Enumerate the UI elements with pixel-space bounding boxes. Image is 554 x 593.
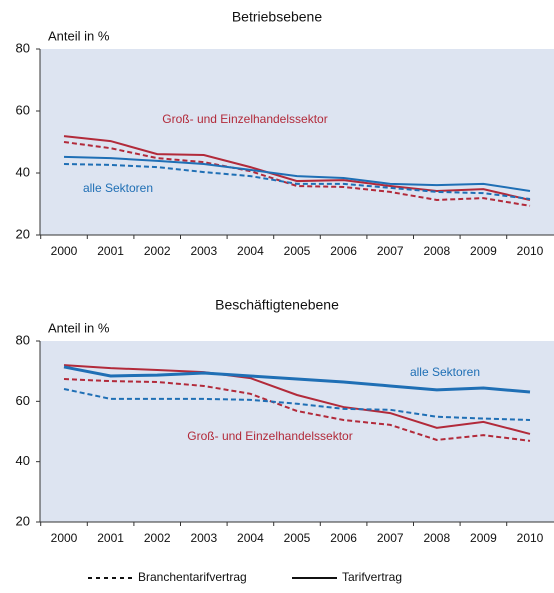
x-tick-label: 2009 [470, 531, 497, 545]
x-tick-label: 2010 [517, 531, 544, 545]
x-tick-label: 2005 [284, 244, 311, 258]
y-tick-label: 60 [16, 102, 30, 117]
annotation: Groß- und Einzelhandelssektor [187, 429, 352, 443]
x-tick-label: 2004 [237, 531, 264, 545]
chart-title: Beschäftigtenebene [215, 297, 339, 313]
legend-label: Branchentarifvertrag [138, 570, 247, 584]
x-tick-label: 2010 [517, 244, 544, 258]
x-tick-label: 2000 [51, 531, 78, 545]
y-axis-label: Anteil in % [48, 28, 110, 43]
plot-area [40, 49, 554, 235]
x-tick-label: 2003 [190, 244, 217, 258]
series-line [63, 135, 531, 201]
y-tick-label: 40 [16, 164, 30, 179]
annotation: alle Sektoren [83, 181, 153, 195]
x-tick-label: 2006 [330, 244, 357, 258]
x-tick-label: 2000 [51, 244, 78, 258]
series-line [63, 141, 531, 207]
x-tick-label: 2001 [97, 244, 124, 258]
series-line [63, 163, 531, 201]
series-line [63, 365, 531, 394]
x-tick-label: 2009 [470, 244, 497, 258]
x-tick-label: 2004 [237, 244, 264, 258]
series-line [63, 378, 531, 442]
x-tick-label: 2008 [423, 244, 450, 258]
x-tick-label: 2005 [284, 531, 311, 545]
y-tick-label: 80 [16, 40, 30, 55]
x-tick-label: 2001 [97, 531, 124, 545]
x-tick-label: 2007 [377, 244, 404, 258]
x-tick-label: 2008 [423, 531, 450, 545]
chart-title: Betriebsebene [232, 9, 323, 25]
plot-area [40, 341, 554, 522]
annotation: alle Sektoren [410, 365, 480, 379]
y-axis-label: Anteil in % [48, 320, 110, 335]
y-tick-label: 80 [16, 332, 30, 347]
x-tick-label: 2006 [330, 531, 357, 545]
x-tick-label: 2002 [144, 531, 171, 545]
series-line [63, 387, 531, 422]
x-tick-label: 2002 [144, 244, 171, 258]
legend-label: Tarifvertrag [342, 570, 402, 584]
y-tick-label: 60 [16, 393, 30, 408]
annotation: Groß- und Einzelhandelssektor [162, 112, 327, 126]
x-tick-label: 2007 [377, 531, 404, 545]
series-line [63, 364, 531, 435]
x-tick-label: 2003 [190, 531, 217, 545]
y-tick-label: 40 [16, 453, 30, 468]
series-line [63, 155, 531, 192]
y-tick-label: 20 [16, 226, 30, 241]
y-tick-label: 20 [16, 513, 30, 528]
